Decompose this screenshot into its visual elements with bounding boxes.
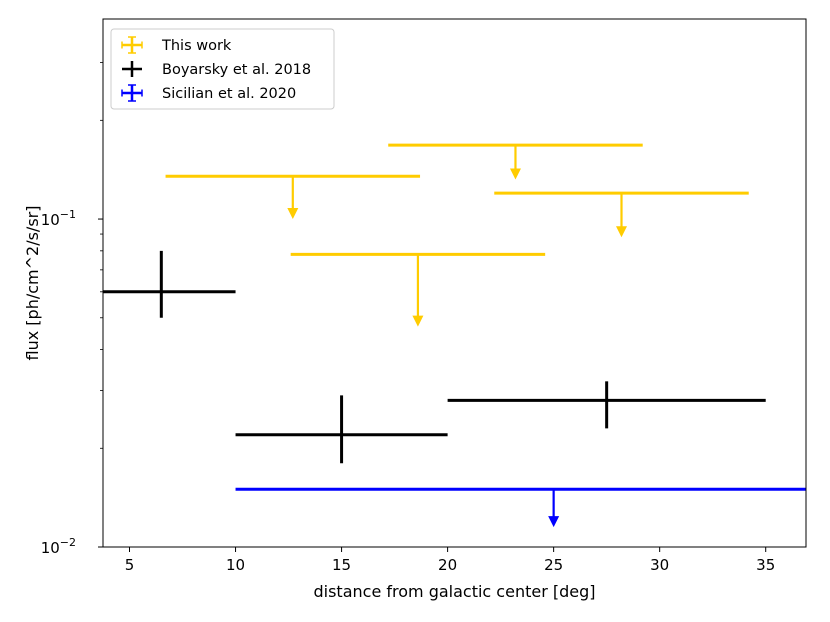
upper-limit-arrow-head <box>287 208 299 220</box>
y-tick-base: 10 <box>41 211 60 229</box>
y-tick-label: 10−1 <box>41 208 76 229</box>
x-tick-label: 10 <box>226 556 245 574</box>
legend: This work Boyarsky et al. 2018 Sicilian et… <box>110 28 335 110</box>
x-tick-label: 15 <box>332 556 351 574</box>
y-axis-label: flux [ph/cm^2/s/sr] <box>23 206 42 361</box>
upper-limit-arrow <box>548 489 560 528</box>
x-axis-label: distance from galactic center [deg] <box>313 582 595 601</box>
upper-limit-arrow-head <box>616 226 628 238</box>
series-sicilian-et-al-2020 <box>235 487 806 528</box>
upper-limit-arrow <box>287 176 299 220</box>
legend-errorbar-icon <box>121 84 143 102</box>
legend-label: Boyarsky et al. 2018 <box>162 62 311 78</box>
y-axis: 10−210−1 <box>41 62 103 557</box>
series-this-work <box>165 143 749 327</box>
legend-label: Sicilian et al. 2020 <box>162 86 296 102</box>
data-marks <box>103 143 806 528</box>
legend-item: Sicilian et al. 2020 <box>121 84 296 102</box>
upper-limit-arrow <box>412 254 424 327</box>
upper-limit-arrow-head <box>509 168 521 180</box>
legend-item: Boyarsky et al. 2018 <box>122 61 311 78</box>
x-tick-label: 25 <box>544 556 563 574</box>
legend-box <box>110 28 335 110</box>
y-tick-base: 10 <box>41 539 60 557</box>
legend-errorbar-icon <box>122 61 142 77</box>
legend-label: This work <box>161 38 232 54</box>
upper-limit-arrow-head <box>548 516 560 528</box>
upper-limit-arrow-head <box>412 315 424 327</box>
x-axis: 5 10 15 20 25 30 35 <box>125 547 775 574</box>
y-tick-exponent: −2 <box>60 536 76 549</box>
x-tick-label: 20 <box>438 556 457 574</box>
legend-item: This work <box>121 36 232 54</box>
upper-limit-arrow <box>616 193 628 238</box>
x-tick-label: 30 <box>650 556 669 574</box>
y-tick-label: 10−2 <box>41 536 76 557</box>
plot-frame <box>102 18 807 548</box>
y-tick-exponent: −1 <box>60 208 76 221</box>
x-tick-label: 5 <box>125 556 135 574</box>
legend-errorbar-icon <box>121 36 143 54</box>
upper-limit-arrow <box>509 145 521 180</box>
series-boyarsky-et-al-2018 <box>103 250 766 464</box>
x-tick-label: 35 <box>756 556 775 574</box>
